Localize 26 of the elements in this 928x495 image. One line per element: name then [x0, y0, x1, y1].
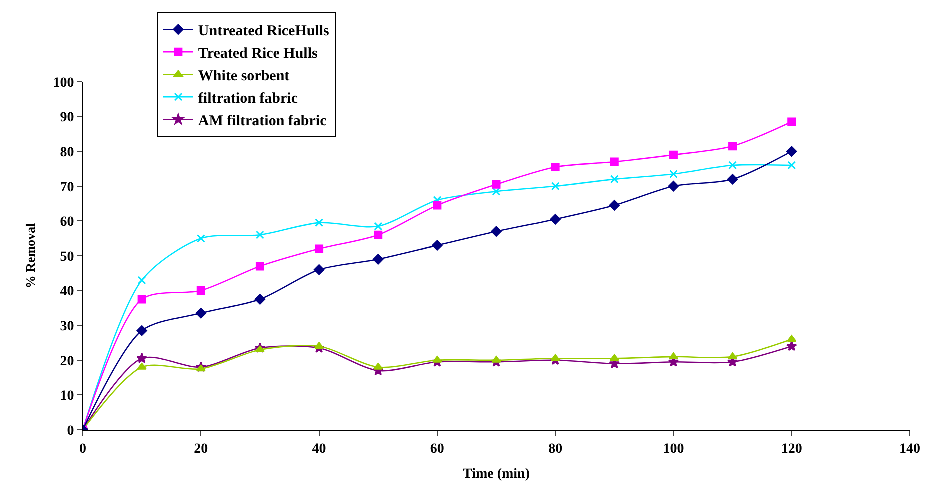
y-tick-label: 30	[60, 320, 74, 334]
legend-label: AM filtration fabric	[198, 114, 328, 130]
x-axis-title: Time (min)	[462, 467, 530, 482]
legend-label: White sorbent	[198, 68, 290, 84]
y-tick-label: 20	[60, 354, 74, 370]
x-tick-label: 40	[312, 442, 326, 457]
y-tick-label: 0	[67, 424, 74, 439]
x-tick-label: 120	[781, 442, 802, 457]
x-tick-label: 20	[194, 442, 208, 457]
y-tick-label: 60	[60, 215, 74, 230]
y-tick-label: 70	[60, 180, 74, 196]
legend-label: Untreated RiceHulls	[198, 24, 330, 40]
x-tick-label: 80	[548, 442, 563, 457]
x-tick-label: 140	[900, 442, 920, 457]
y-tick-label: 90	[60, 110, 74, 126]
y-tick-label: 40	[60, 284, 74, 300]
y-tick-label: 100	[53, 76, 74, 91]
y-tick-label: 50	[60, 250, 74, 265]
y-tick-label: 10	[60, 389, 74, 404]
x-tick-label: 100	[663, 442, 684, 457]
x-tick-label: 0	[80, 442, 86, 457]
x-tick-label: 60	[430, 442, 444, 457]
y-axis-title: % Removal	[23, 222, 38, 289]
legend-label: filtration fabric	[198, 91, 298, 107]
y-tick-label: 80	[60, 146, 74, 160]
legend-label: Treated Rice Hulls	[198, 46, 318, 62]
